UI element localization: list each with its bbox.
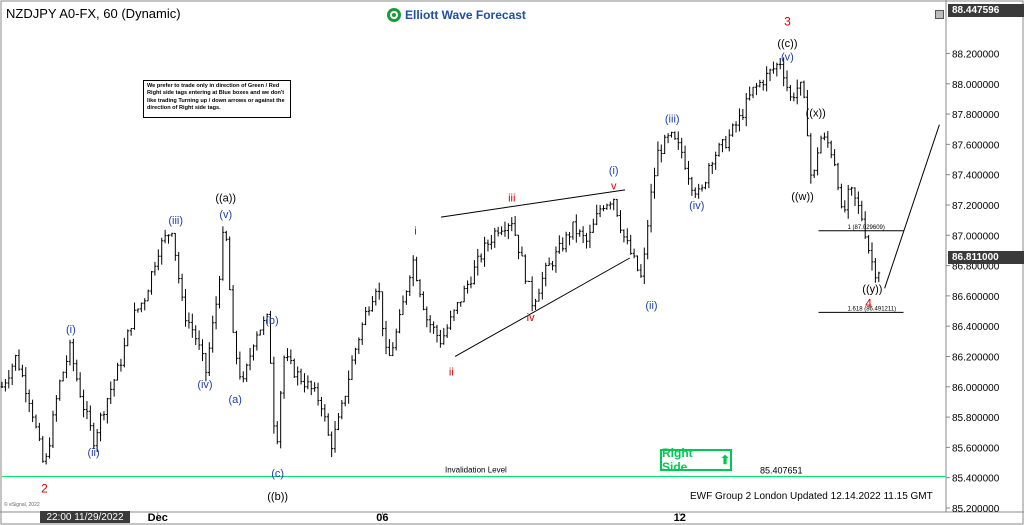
y-tick-label: 86.400000 <box>952 322 1000 333</box>
y-tick-label: 85.800000 <box>952 413 1000 424</box>
wave-label: (ii) <box>87 447 99 459</box>
wave-label: (v) <box>219 209 232 221</box>
copyright: © eSignal, 2022 <box>4 502 40 508</box>
x-tick-label: 06 <box>376 512 388 524</box>
wave-label: 2 <box>41 481 48 495</box>
wave-label: (ii) <box>645 300 657 312</box>
brand-header: Elliott Wave Forecast <box>387 8 526 22</box>
update-footer: EWF Group 2 London Updated 12.14.2022 11… <box>690 491 933 502</box>
wave-label: (iv) <box>689 200 704 212</box>
y-tick-label: 87.200000 <box>952 201 1000 212</box>
fib-level-label: 1.618 (86.491211) <box>848 306 897 312</box>
x-tick-label: Dec <box>148 512 168 524</box>
wave-label: (i) <box>609 165 619 177</box>
y-tick-label: 87.600000 <box>952 140 1000 151</box>
wave-label: ((c)) <box>777 38 797 50</box>
wave-label: ((x)) <box>806 108 826 120</box>
trading-note: We prefer to trade only in direction of … <box>143 80 291 118</box>
trend-line <box>454 257 631 357</box>
settings-square-icon[interactable] <box>935 10 944 19</box>
wave-label: 3 <box>784 15 791 29</box>
brand-logo-icon <box>387 8 401 22</box>
wave-label: v <box>611 180 617 192</box>
wave-label: (iv) <box>197 379 212 391</box>
y-tick-label: 88.000000 <box>952 80 1000 91</box>
wave-label: ((a)) <box>215 192 236 204</box>
wave-label: (iii) <box>665 114 680 126</box>
invalidation-label: Invalidation Level <box>445 466 507 475</box>
y-tick-label: 87.800000 <box>952 110 1000 121</box>
wave-label: (v) <box>781 51 794 63</box>
x-tick-label: 12 <box>674 512 686 524</box>
y-tick-label: 86.600000 <box>952 292 1000 303</box>
wave-label: iii <box>508 192 515 204</box>
right-side-tag: Right Side ⬆ <box>660 446 732 474</box>
wave-label: (i) <box>66 324 76 336</box>
right-side-label: Right Side <box>662 446 693 474</box>
wave-label: ii <box>449 367 454 379</box>
trend-line <box>440 189 626 218</box>
current-price-tag: 86.811000 <box>948 251 1024 264</box>
wave-label: (iii) <box>168 215 183 227</box>
y-tick-label: 85.200000 <box>952 504 1000 515</box>
wave-label: ((w)) <box>791 191 814 203</box>
y-tick-label: 86.800000 <box>952 262 1000 273</box>
y-tick-label: 88.200000 <box>952 49 1000 60</box>
trend-line <box>884 124 940 289</box>
wave-label: i <box>414 226 416 238</box>
wave-label: ((b)) <box>267 491 288 503</box>
wave-label: (c) <box>271 468 284 480</box>
fib-level-label: 1 (87.029609) <box>848 225 885 231</box>
y-tick-label: 85.600000 <box>952 443 1000 454</box>
y-tick-label: 87.000000 <box>952 231 1000 242</box>
wave-label: iv <box>527 312 535 324</box>
cursor-time-tag: 22:00 11/29/2022 <box>40 511 130 523</box>
wave-label: ((y)) <box>862 283 882 295</box>
y-tick-label: 86.200000 <box>952 352 1000 363</box>
wave-label: (a) <box>228 394 241 406</box>
wave-label: 4 <box>865 296 872 310</box>
invalidation-value: 85.407651 <box>760 466 803 476</box>
brand-name: Elliott Wave Forecast <box>405 8 526 22</box>
y-tick-label: 86.000000 <box>952 383 1000 394</box>
wave-label: (b) <box>265 315 278 327</box>
top-price-tag: 88.447596 <box>948 4 1024 17</box>
y-tick-label: 85.400000 <box>952 474 1000 485</box>
up-arrow-icon: ⬆ <box>719 453 730 467</box>
y-tick-label: 87.400000 <box>952 171 1000 182</box>
symbol-title: NZDJPY A0-FX, 60 (Dynamic) <box>6 6 181 21</box>
